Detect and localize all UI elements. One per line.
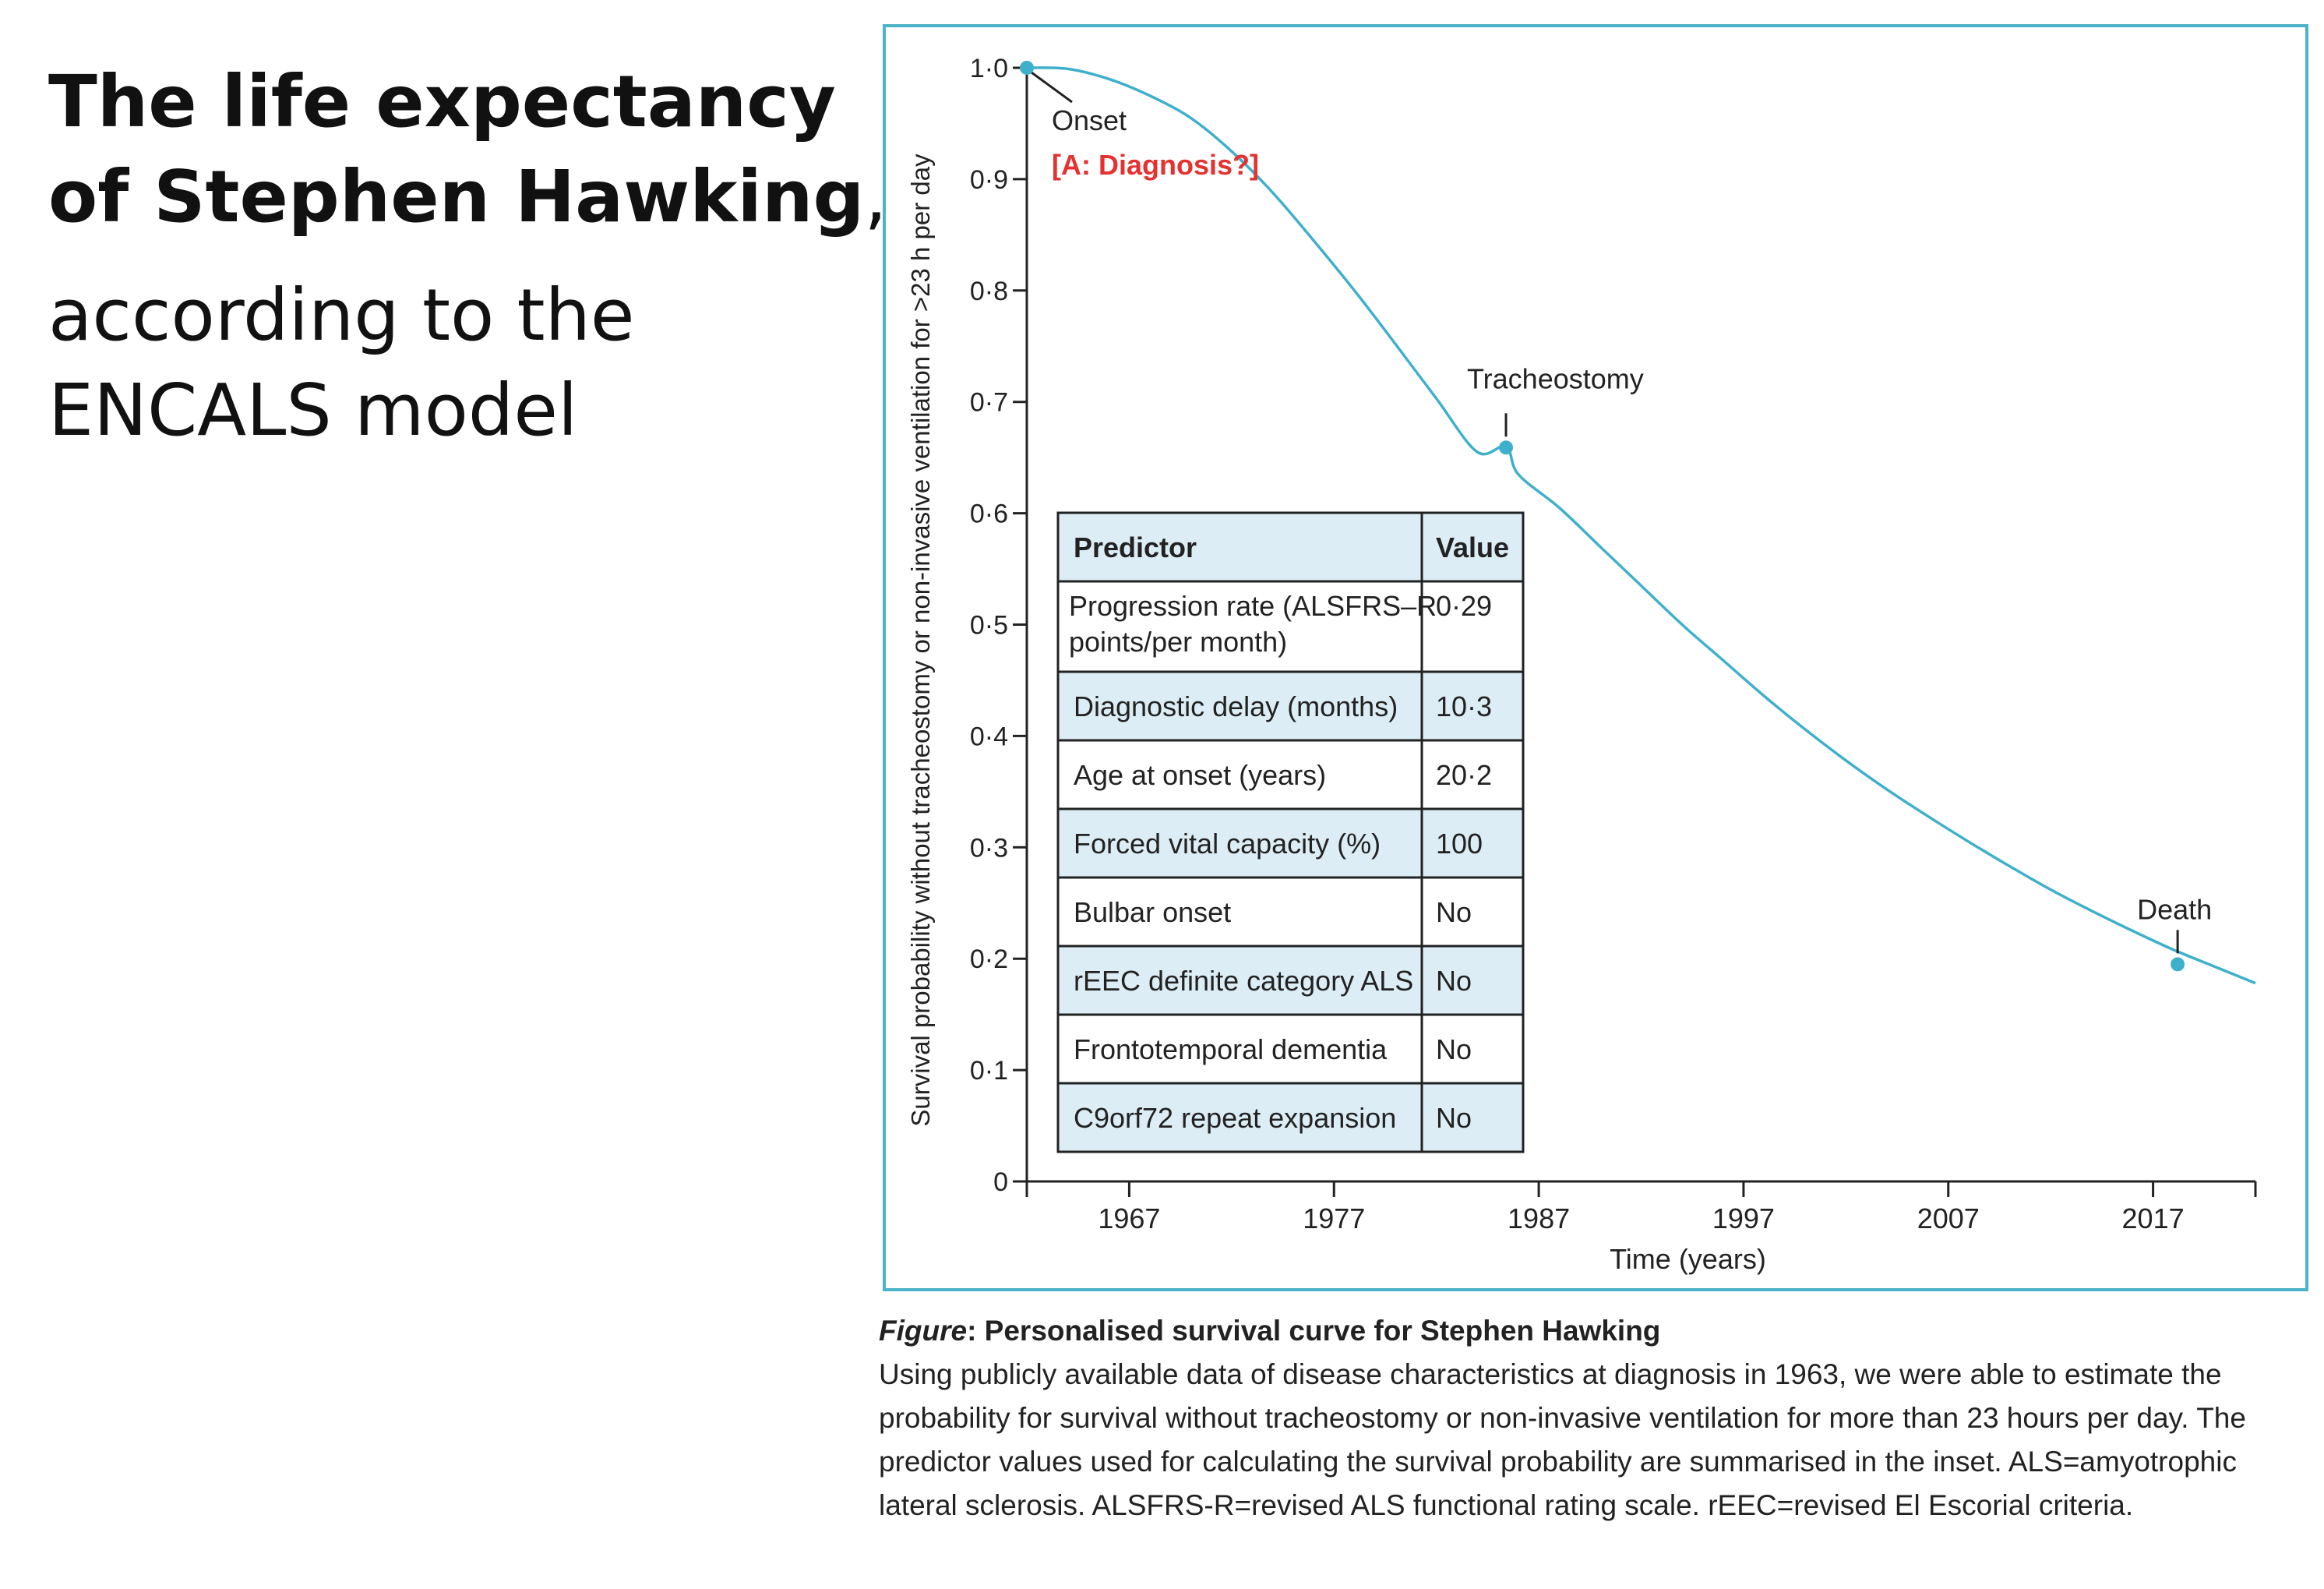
table-cell-value: No	[1436, 1033, 1472, 1065]
x-tick-label: 2007	[1917, 1202, 1980, 1234]
diagnosis-annotation: [A: Diagnosis?]	[1052, 149, 1259, 181]
y-tick-label: 0·8	[970, 277, 1008, 306]
table-row	[1056, 739, 1525, 810]
table-cell-value: 100	[1436, 828, 1483, 860]
onset-leader-line	[1031, 71, 1073, 104]
tracheostomy-label: Tracheostomy	[1467, 362, 1644, 394]
x-tick-label: 1967	[1098, 1202, 1160, 1234]
onset-point	[1020, 61, 1034, 75]
y-tick-label: 0·2	[970, 945, 1008, 974]
survival-curve-line	[1026, 66, 2256, 985]
y-tick-label: 1·0	[970, 54, 1008, 83]
table-header-value: Value	[1436, 531, 1509, 563]
headline-line-3: according to the	[48, 274, 635, 357]
table-row	[1056, 580, 1525, 673]
table-cell-predictor: Progression rate (ALSFRS–R	[1069, 590, 1437, 622]
table-cell-value: 0·29	[1436, 590, 1492, 622]
table-row	[1056, 1013, 1525, 1085]
survival-chart: 0 0·1 0·2 0·3 0·4 0·5 0·6 0·7 0·8 0·9 1·0 1967 1977 1…	[906, 54, 2257, 1275]
caption-body: Using publicly available data of disease…	[879, 1358, 2246, 1521]
y-tick-label: 0·9	[970, 165, 1008, 195]
table-header-row	[1056, 511, 1525, 583]
table-row	[1056, 876, 1525, 948]
predictor-table: Predictor Value Progression rate (ALSFRS–R…	[1056, 511, 1525, 1153]
caption-title: Figure: Personalised survival curve for …	[879, 1309, 2312, 1353]
caption-label: Figure	[879, 1315, 968, 1347]
onset-label: Onset	[1052, 104, 1127, 136]
table-cell-predictor: Forced vital capacity (%)	[1074, 828, 1381, 860]
table-row	[1056, 1082, 1525, 1153]
y-tick-label: 0·4	[970, 722, 1008, 751]
y-tick-label: 0·1	[970, 1056, 1008, 1086]
headline-line-1: The life expectancy	[48, 60, 836, 143]
table-cell-value: No	[1436, 896, 1472, 928]
y-tick-label: 0·3	[970, 833, 1008, 863]
x-tick-label: 1997	[1712, 1202, 1775, 1234]
y-tick-label: 0·5	[970, 611, 1008, 641]
table-row	[1056, 670, 1525, 742]
death-label: Death	[2137, 893, 2212, 925]
table-cell-predictor: points/per month)	[1069, 626, 1287, 658]
table-cell-predictor: Bulbar onset	[1074, 896, 1231, 928]
table-cell-value: 20·2	[1436, 759, 1492, 791]
table-cell-predictor: rEEC definite category ALS	[1074, 965, 1413, 997]
table-row	[1056, 945, 1525, 1016]
y-tick-label: 0	[993, 1167, 1008, 1197]
chart-axes: 0 0·1 0·2 0·3 0·4 0·5 0·6 0·7 0·8 0·9 1·0 1967 1977 1…	[906, 54, 2257, 1275]
table-cell-value: 10·3	[1436, 690, 1492, 722]
event-annotations: Onset [A: Diagnosis?] Tracheostomy Death	[1020, 61, 2212, 972]
table-cell-value: No	[1436, 965, 1472, 997]
table-cell-value: No	[1436, 1102, 1472, 1134]
y-tick-label: 0·6	[970, 500, 1008, 529]
survival-curve-layer	[1026, 66, 2256, 985]
tracheostomy-point	[1499, 440, 1514, 455]
headline-line-4: ENCALS model	[48, 369, 578, 452]
caption-title-text: : Personalised survival curve for Stephe…	[967, 1315, 1661, 1347]
x-tick-label: 1987	[1508, 1202, 1570, 1234]
x-tick-label: 1977	[1303, 1202, 1365, 1234]
y-tick-label: 0·7	[970, 388, 1008, 418]
y-axis-title: Survival probability without tracheostom…	[906, 154, 935, 1127]
slide-headline: The life expectancy of Stephen Hawking, …	[48, 55, 887, 458]
table-cell-predictor: C9orf72 repeat expansion	[1074, 1102, 1396, 1134]
table-header-predictor: Predictor	[1074, 531, 1197, 563]
x-axis-title: Time (years)	[1610, 1243, 1766, 1275]
headline-line-2-text: of Stephen Hawking	[48, 155, 865, 238]
table-cell-predictor: Diagnostic delay (months)	[1074, 690, 1398, 722]
figure-caption: Figure: Personalised survival curve for …	[879, 1309, 2312, 1527]
table-row	[1056, 807, 1525, 879]
headline-line-2: of Stephen Hawking,	[48, 150, 887, 245]
table-cell-predictor: Frontotemporal dementia	[1074, 1033, 1388, 1065]
x-tick-label: 2017	[2122, 1202, 2185, 1234]
death-point	[2171, 957, 2185, 972]
table-cell-predictor: Age at onset (years)	[1074, 759, 1326, 791]
